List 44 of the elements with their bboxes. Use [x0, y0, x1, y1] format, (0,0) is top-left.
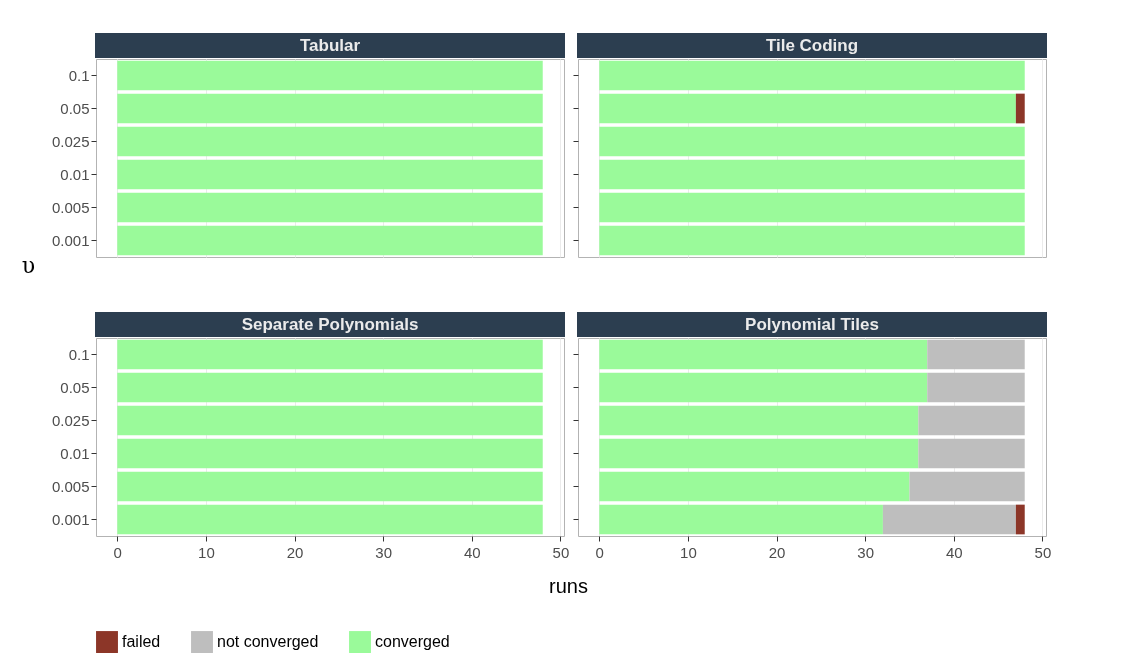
y-tick-label: 0.05 [60, 99, 90, 117]
y-tick-label: 0.1 [68, 345, 90, 363]
x-tick-label: 30 [375, 543, 393, 561]
bar [599, 504, 883, 535]
x-tick-label: 10 [198, 543, 215, 561]
bar [918, 438, 1025, 469]
y-tick-label: 0.025 [51, 411, 90, 429]
y-tick-label: 0.01 [60, 165, 90, 183]
y-axis-title: υ [21, 252, 36, 278]
x-tick-label: 50 [1034, 543, 1052, 561]
bar [599, 438, 919, 469]
x-tick-label: 0 [113, 543, 122, 561]
y-tick-label: 0.005 [51, 477, 90, 495]
chart-title: Tabular [299, 36, 361, 55]
chart-title: Tile Coding [765, 36, 859, 55]
x-tick-label: 20 [286, 543, 304, 561]
y-tick-label: 0.001 [51, 231, 90, 249]
x-tick-label: 20 [768, 543, 786, 561]
y-tick-label: 0.005 [51, 198, 90, 216]
legend-label: not converged [217, 633, 319, 651]
legend-label: failed [122, 633, 161, 651]
bar [927, 372, 1025, 403]
x-axis-title: runs [549, 574, 588, 597]
legend-label: converged [375, 633, 450, 651]
bar [909, 471, 1025, 502]
x-tick-label: 10 [680, 543, 697, 561]
y-tick-label: 0.01 [60, 444, 90, 462]
bar [1015, 504, 1025, 535]
x-tick-label: 40 [463, 543, 481, 561]
bar [599, 405, 919, 436]
x-tick-label: 50 [552, 543, 570, 561]
x-tick-label: 0 [595, 543, 604, 561]
y-tick-label: 0.1 [68, 66, 90, 84]
bar [918, 405, 1025, 436]
bar [599, 372, 928, 403]
x-tick-label: 30 [857, 543, 875, 561]
bar [599, 471, 910, 502]
y-tick-label: 0.05 [60, 378, 90, 396]
chart-title: Separate Polynomials [241, 315, 419, 334]
y-tick-label: 0.001 [51, 510, 90, 528]
y-tick-label: 0.025 [51, 132, 90, 150]
chart-title: Polynomial Tiles [745, 315, 879, 334]
bar [882, 504, 1016, 535]
x-tick-label: 40 [945, 543, 963, 561]
